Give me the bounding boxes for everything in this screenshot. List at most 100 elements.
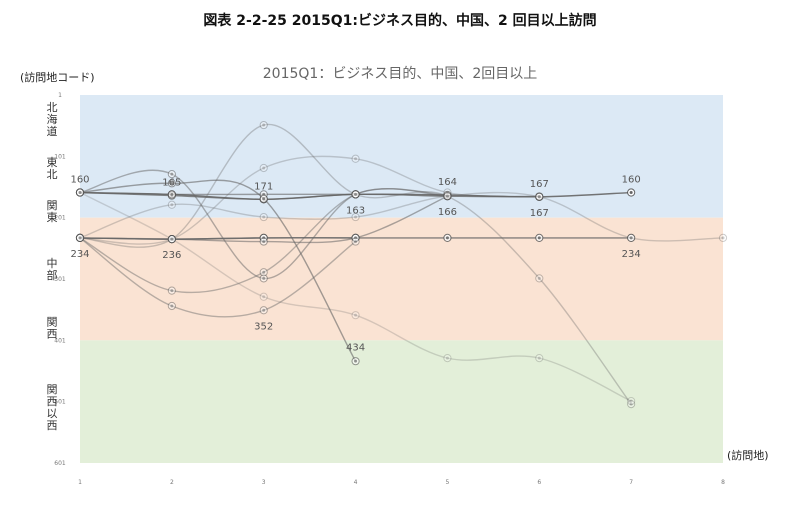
- data-point: [718, 233, 728, 243]
- data-point-dot: [354, 157, 358, 161]
- series-line-14: [79, 191, 724, 242]
- data-point: [535, 354, 544, 363]
- data-point-dot: [262, 197, 266, 201]
- data-point-dot: [445, 191, 449, 195]
- data-point-dot: [262, 270, 266, 274]
- data-point-dot: [537, 194, 541, 198]
- data-label: 352: [254, 321, 273, 332]
- data-point-dot: [354, 192, 358, 196]
- series-line-2: [79, 191, 540, 200]
- data-point: [443, 188, 452, 197]
- data-point-dot: [170, 203, 174, 207]
- data-point-dot: [78, 236, 82, 240]
- data-point: [167, 301, 176, 311]
- data-point-dot: [354, 192, 358, 196]
- region-label: 海: [47, 112, 58, 126]
- data-point-dot: [170, 237, 174, 241]
- data-point: [259, 306, 268, 315]
- data-point: [259, 163, 268, 173]
- data-point: [351, 311, 360, 320]
- data-point-dot: [354, 236, 358, 240]
- data-point-dot: [445, 194, 449, 198]
- data-point-dot: [537, 236, 541, 240]
- data-point: [167, 235, 176, 244]
- data-point: [167, 235, 176, 244]
- region-label: 西: [47, 419, 58, 432]
- data-point-dot: [354, 240, 358, 244]
- data-point: [443, 192, 452, 201]
- region-band-1: [80, 95, 723, 218]
- region-label: 中: [47, 257, 58, 270]
- data-point: [535, 274, 544, 283]
- data-point-dot: [629, 236, 633, 240]
- data-label: 160: [70, 175, 89, 186]
- data-point: [627, 396, 636, 406]
- data-point-dot: [537, 276, 541, 280]
- data-point-dot: [78, 236, 82, 240]
- region-label: 西: [47, 395, 58, 408]
- data-label: 165: [162, 178, 181, 189]
- data-point-dot: [629, 236, 633, 240]
- y-tick-label: 301: [54, 276, 66, 283]
- data-point: [351, 154, 360, 163]
- data-point: [443, 354, 452, 363]
- data-point: [627, 233, 636, 243]
- data-point-dot: [262, 166, 266, 170]
- y-tick-label: 401: [54, 337, 66, 344]
- data-point-dot: [78, 236, 82, 240]
- data-label: 167: [530, 208, 549, 219]
- data-point-dot: [721, 236, 725, 240]
- data-label: 167: [530, 179, 549, 190]
- data-point-dot: [445, 194, 449, 198]
- data-point-dot: [262, 123, 266, 127]
- series-line-9: [79, 188, 448, 294]
- data-point-dot: [445, 194, 449, 198]
- data-point-dot: [537, 195, 541, 199]
- data-point-dot: [354, 192, 358, 196]
- data-point: [351, 190, 360, 199]
- region-band-3: [80, 340, 723, 463]
- region-label: 関: [47, 315, 58, 328]
- series-line-11: [79, 123, 632, 405]
- data-point-dot: [170, 192, 174, 196]
- data-label: 160: [622, 175, 641, 186]
- region-label: 関: [47, 383, 58, 396]
- y-tick-label: 501: [54, 399, 66, 406]
- data-point-dot: [262, 308, 266, 312]
- data-point: [75, 188, 85, 197]
- data-point-dot: [170, 289, 174, 293]
- chart-title: 2015Q1：ビジネス目的、中国、2回目以上: [262, 66, 538, 82]
- x-tick-label: 1: [78, 479, 82, 486]
- data-point-dot: [78, 236, 82, 240]
- data-point: [75, 233, 85, 243]
- data-point: [443, 192, 452, 201]
- series-line-13: [79, 191, 632, 402]
- data-point-dot: [354, 359, 358, 363]
- data-point-dot: [170, 181, 174, 185]
- x-tick-label: 5: [446, 479, 450, 486]
- data-point-dot: [170, 304, 174, 308]
- x-axis-label: (訪問地): [727, 449, 769, 462]
- region-label: 部: [47, 268, 58, 282]
- data-point: [167, 286, 176, 295]
- data-point-dot: [445, 236, 449, 240]
- data-point-dot: [78, 236, 82, 240]
- region-label: 関: [47, 199, 58, 212]
- data-label: 164: [438, 177, 457, 188]
- data-point: [627, 400, 636, 409]
- data-point: [167, 235, 176, 244]
- series-line-3: [79, 191, 356, 196]
- data-point-dot: [537, 195, 541, 199]
- region-label: 以: [47, 407, 58, 420]
- data-point: [259, 268, 268, 277]
- data-label: 166: [438, 207, 457, 218]
- x-tick-label: 6: [537, 479, 541, 486]
- data-point: [75, 233, 85, 243]
- data-point-dot: [445, 193, 449, 197]
- data-point-dot: [78, 236, 82, 240]
- x-tick-label: 8: [721, 479, 725, 486]
- region-label: 北: [47, 101, 58, 114]
- data-point-dot: [78, 191, 82, 195]
- data-point: [259, 212, 268, 222]
